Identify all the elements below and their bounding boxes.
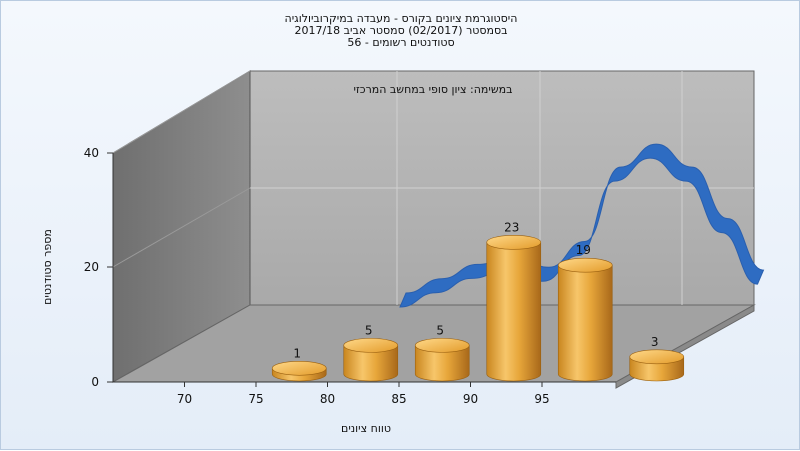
bar-cap [629,349,685,365]
x-axis-title: טווח ציונים [341,422,391,435]
title-line-2: בסמסטר (02/2017) סמסטר אביב 2017/18 [294,24,508,37]
y-tick-label-0: 0 [91,375,99,389]
bar-3: 3 [629,335,685,382]
x-tick-label: 75 [248,392,263,406]
bar-23: 23 [486,220,542,382]
bar-body [486,242,542,382]
chart-annotation: במשימה: ציון סופי במחשב המרכזי [353,83,512,96]
y-tick-label-20: 20 [84,260,99,274]
chart-title: היסטוגרמת ציונים בקורס - מעבדה במיקרוביו… [1,13,800,49]
bar-value-label: 1 [293,346,301,360]
y-axis-title: מספר סטודנטים [41,229,54,305]
title-line-3: סטודנטים רשומים - 56 [347,36,455,49]
x-tick-label: 95 [534,392,549,406]
bar-value-label: 23 [504,220,519,234]
bar-value-label: 3 [651,335,659,349]
bar-cap [414,338,470,353]
bar-19: 19 [557,243,613,382]
bar-value-label: 19 [576,243,591,257]
bar-cap [557,257,613,273]
title-line-1: היסטוגרמת ציונים בקורס - מעבדה במיקרוביו… [284,12,518,25]
bar-series: 1 5 5 23 19 3 [271,220,685,382]
x-axis-ticks: 70 75 80 85 90 95 [177,382,550,406]
bar-body [557,264,613,382]
bar-5: 5 [343,323,399,382]
y-tick-label-40: 40 [84,146,99,160]
bar-1: 1 [271,346,327,382]
bar-5: 5 [414,323,470,382]
x-tick-label: 85 [391,392,406,406]
x-tick-label: 80 [320,392,335,406]
y-axis-ticks [107,152,113,383]
bar-value-label: 5 [436,323,444,337]
bar-cap [486,235,542,250]
bar-cap [343,338,399,353]
x-tick-label: 70 [177,392,192,406]
bar-value-label: 5 [365,323,373,337]
bar-body [414,345,470,382]
x-tick-label: 90 [463,392,478,406]
bar-body [343,345,399,382]
bar-cap [271,360,327,376]
